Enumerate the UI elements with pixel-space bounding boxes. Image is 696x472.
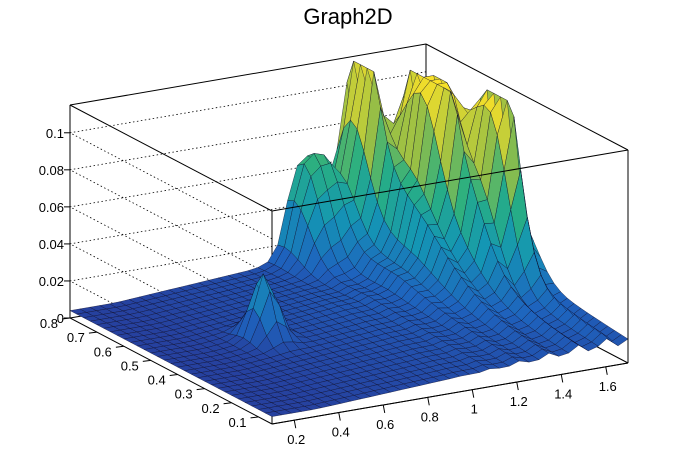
y-tick-label: 0.4 (148, 373, 166, 388)
z-tick-label: 0.04 (39, 237, 64, 252)
y-tick (196, 388, 205, 391)
y-tick (250, 416, 259, 419)
x-tick-label: 0.6 (376, 417, 394, 432)
z-axis: 0 0.02 0.04 0.06 0.08 0.1 (39, 105, 71, 326)
y-tick-label: 0.7 (67, 330, 85, 345)
x-tick (382, 404, 386, 414)
z-tick-label: 0.08 (39, 163, 64, 178)
surface-cell (611, 334, 629, 347)
x-tick-label: 1.2 (510, 394, 528, 409)
x-axis-line (271, 362, 629, 425)
right-top-edge (425, 43, 629, 151)
y-axis: 0.1 0.2 0.3 0.4 0.5 0.6 0.7 0.8 (40, 316, 259, 430)
y-tick-label: 0.1 (228, 415, 246, 430)
y-tick (223, 402, 232, 405)
y-tick-label: 0.8 (40, 316, 58, 331)
y-tick (115, 345, 124, 348)
x-tick (427, 397, 430, 406)
chart-title: Graph2D (303, 4, 392, 29)
y-tick (88, 331, 97, 334)
x-tick (293, 420, 297, 429)
left-top-edge (69, 104, 273, 212)
x-axis: 0.2 0.4 0.6 0.8 1 1.2 1.4 1.6 (271, 362, 629, 447)
x-tick-label: 1.6 (599, 379, 617, 394)
surface (69, 60, 629, 417)
y-tick (169, 374, 178, 377)
y-tick (142, 359, 151, 362)
back-top-edge (69, 43, 427, 106)
front-top-edge (271, 149, 629, 212)
z-tick-label: 0.1 (46, 126, 64, 141)
x-tick-label: 0.2 (287, 432, 305, 447)
y-tick-label: 0.3 (175, 387, 193, 402)
z-tick-label: 0 (57, 311, 64, 326)
x-tick-label: 0.4 (332, 425, 350, 440)
x-tick (560, 374, 564, 383)
x-tick-label: 1 (471, 402, 478, 417)
x-tick (605, 366, 608, 375)
x-tick-label: 0.8 (421, 409, 439, 424)
x-tick (338, 412, 341, 421)
x-tick-label: 1.4 (554, 386, 572, 401)
z-tick-label: 0.06 (39, 200, 64, 215)
y-tick-label: 0.6 (94, 344, 112, 359)
x-tick (516, 381, 519, 391)
y-tick-label: 0.5 (121, 358, 139, 373)
y-tick-label: 0.2 (202, 401, 220, 416)
x-tick (471, 389, 475, 398)
z-tick-label: 0.02 (39, 274, 64, 289)
